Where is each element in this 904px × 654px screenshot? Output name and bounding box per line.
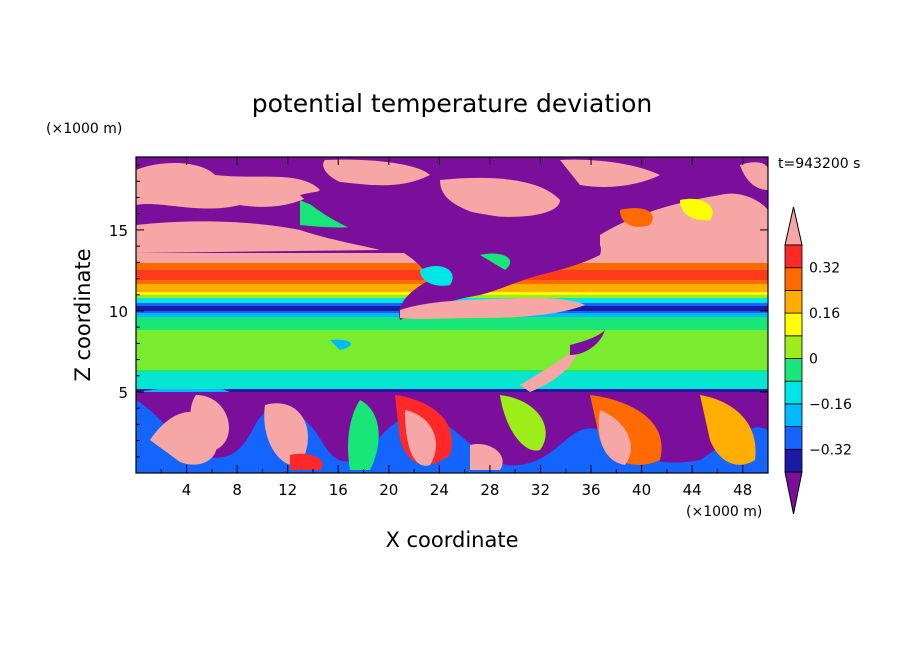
y-tick-label: 10 <box>109 303 128 321</box>
x-axis-title: X coordinate <box>385 528 518 552</box>
colorbar-bin <box>784 403 803 427</box>
x-tick-label: 44 <box>683 481 702 499</box>
colorbar-bin <box>784 244 803 269</box>
time-label: t=943200 s <box>778 156 860 172</box>
colorbar-bin <box>784 289 803 314</box>
colorbar-label: −0.32 <box>809 442 852 458</box>
colorbar-bin <box>784 312 803 337</box>
colorbar-max-arrow <box>784 206 803 246</box>
colorbar-bin <box>784 335 803 359</box>
colorbar-min-arrow <box>784 471 803 515</box>
x-tick-label: 28 <box>480 481 499 499</box>
x-tick-label: 20 <box>379 481 398 499</box>
colorbar-bin <box>784 426 803 450</box>
x-tick-label: 4 <box>182 481 192 499</box>
colorbar-bin <box>784 358 803 382</box>
colorbar-label: 0.16 <box>809 306 840 322</box>
plot-frame <box>135 156 769 474</box>
y-tick-label: 15 <box>109 222 128 240</box>
y-unit-label: (×1000 m) <box>46 121 122 137</box>
contour-field <box>136 157 768 473</box>
x-tick-label: 16 <box>329 481 348 499</box>
colorbar-label: −0.16 <box>809 397 852 413</box>
x-tick-label: 36 <box>581 481 600 499</box>
x-unit-label: (×1000 m) <box>686 504 762 520</box>
y-tick-label: 5 <box>118 384 128 402</box>
colorbar-label: 0 <box>809 352 818 368</box>
y-axis: 5 10 15 <box>109 164 768 458</box>
chart-title: potential temperature deviation <box>252 89 652 118</box>
x-tick-label: 32 <box>531 481 550 499</box>
x-tick-label: 24 <box>430 481 449 499</box>
x-axis: 4 8 12 16 20 24 28 32 36 40 44 48 <box>160 157 752 499</box>
colorbar-bin <box>784 380 803 405</box>
colorbar-bin <box>784 448 803 473</box>
x-tick-label: 8 <box>232 481 242 499</box>
x-tick-label: 40 <box>632 481 651 499</box>
y-axis-title: Z coordinate <box>71 248 95 381</box>
colorbar-bin <box>784 267 803 291</box>
colorbar-label: 0.32 <box>809 261 840 277</box>
colorbar: 0.32 0.16 0 −0.16 −0.32 <box>784 206 852 515</box>
x-tick-label: 48 <box>733 481 752 499</box>
x-tick-label: 12 <box>278 481 297 499</box>
